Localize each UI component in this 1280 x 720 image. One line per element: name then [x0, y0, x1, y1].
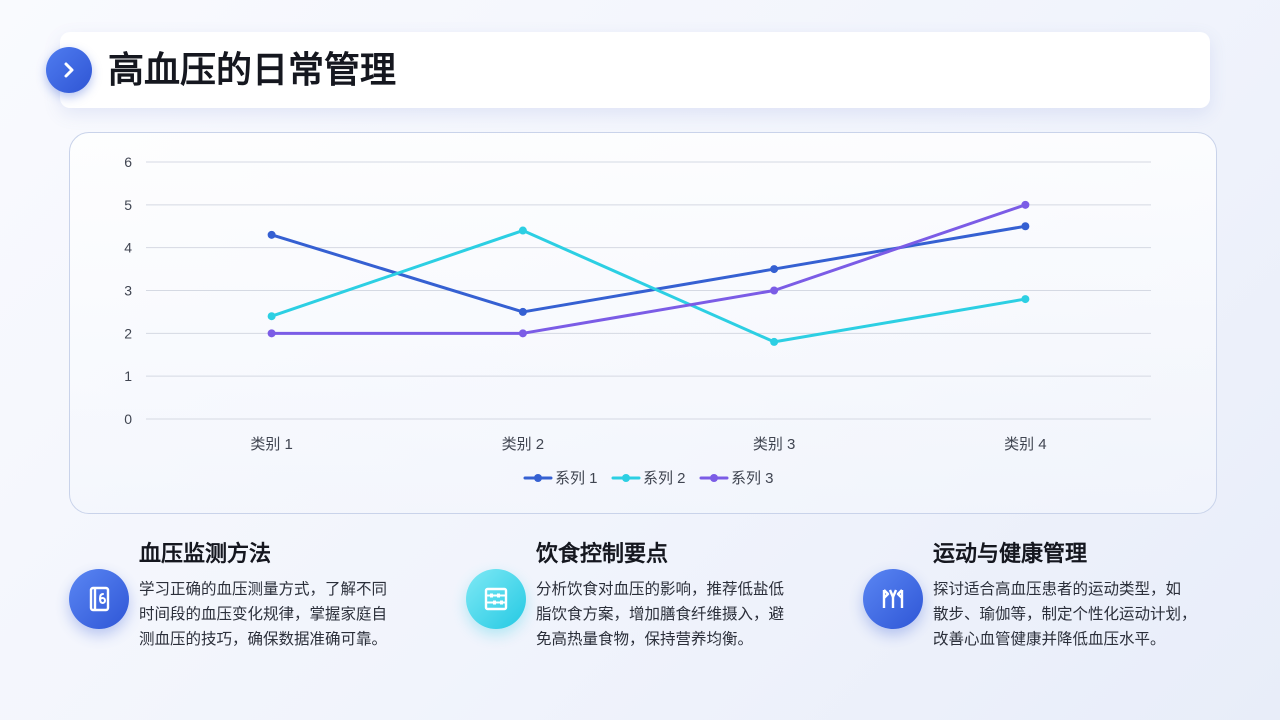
data-point: [518, 226, 527, 235]
title-badge: [46, 47, 92, 93]
data-point: [518, 329, 527, 338]
page-title: 高血压的日常管理: [108, 50, 397, 91]
legend-label: 系列 1: [555, 470, 598, 487]
x-tick-label: 类别 1: [250, 436, 293, 453]
y-tick-label: 1: [124, 368, 132, 384]
series-line: [270, 203, 1027, 335]
y-tick-label: 3: [124, 283, 132, 299]
feature-title-exercise: 运动与健康管理: [933, 542, 1088, 567]
desc-line: 改善心血管健康并降低血压水平。: [933, 630, 1166, 648]
data-point: [267, 312, 276, 321]
y-tick-label: 2: [124, 325, 132, 341]
abacus-icon: [484, 587, 508, 611]
desc-line: 免高热量食物，保持营养均衡。: [536, 630, 754, 648]
legend-marker: [622, 474, 630, 482]
x-tick-label: 类别 4: [1004, 436, 1047, 453]
feature-desc-diet: 分析饮食对血压的影响，推荐低盐低 脂饮食方案，增加膳食纤维摄入，避 免高热量食物…: [536, 577, 811, 652]
notebook-icon: [89, 586, 110, 612]
data-point: [1021, 200, 1030, 209]
notebook-icon-badge: [69, 569, 129, 629]
legend-label: 系列 3: [731, 470, 774, 487]
chevron-right-icon: [64, 62, 74, 78]
legend-label: 系列 2: [643, 470, 686, 487]
desc-line: 探讨适合高血压患者的运动类型，如: [933, 580, 1182, 598]
feature-desc-exercise: 探讨适合高血压患者的运动类型，如 散步、瑜伽等，制定个性化运动计划， 改善心血管…: [933, 577, 1233, 652]
y-tick-label: 6: [124, 154, 132, 170]
fitness-icon: [882, 589, 904, 608]
legend-marker: [710, 474, 718, 482]
feature-title-diet: 饮食控制要点: [536, 542, 669, 567]
data-point: [267, 329, 276, 338]
desc-line: 测血压的技巧，确保数据准确可靠。: [139, 630, 388, 648]
desc-line: 学习正确的血压测量方式，了解不同: [139, 580, 388, 598]
data-point: [1021, 295, 1030, 304]
y-tick-label: 0: [124, 411, 132, 427]
desc-line: 分析饮食对血压的影响，推荐低盐低: [536, 580, 785, 598]
data-point: [770, 265, 779, 274]
series-line: [270, 224, 1027, 314]
series-line: [270, 229, 1027, 344]
data-point: [770, 337, 779, 346]
data-point: [267, 230, 276, 239]
x-tick-label: 类别 3: [753, 436, 796, 453]
feature-title-monitoring: 血压监测方法: [139, 542, 272, 567]
line-chart: 0 1 2 3 4 5 6 类别 1 类别 2 类别 3 类别 4 系列 1 系列 2 系列 3: [124, 154, 1151, 487]
y-tick-label: 5: [124, 197, 132, 213]
desc-line: 脂饮食方案，增加膳食纤维摄入，避: [536, 605, 785, 623]
title-bar: [60, 32, 1210, 108]
abacus-icon-badge: [466, 569, 526, 629]
x-tick-label: 类别 2: [502, 436, 545, 453]
desc-line: 时间段的血压变化规律，掌握家庭自: [139, 605, 388, 623]
fitness-icon-badge: [863, 569, 923, 629]
feature-desc-monitoring: 学习正确的血压测量方式，了解不同 时间段的血压变化规律，掌握家庭自 测血压的技巧…: [139, 577, 414, 652]
data-point: [770, 286, 779, 295]
desc-line: 散步、瑜伽等，制定个性化运动计划，: [933, 605, 1197, 623]
data-point: [518, 307, 527, 316]
chart-card: 0 1 2 3 4 5 6 类别 1 类别 2 类别 3 类别 4 系列 1 系列 2 系列 3: [69, 132, 1217, 514]
data-point: [1021, 222, 1030, 231]
legend-marker: [534, 474, 542, 482]
y-tick-label: 4: [124, 240, 132, 256]
